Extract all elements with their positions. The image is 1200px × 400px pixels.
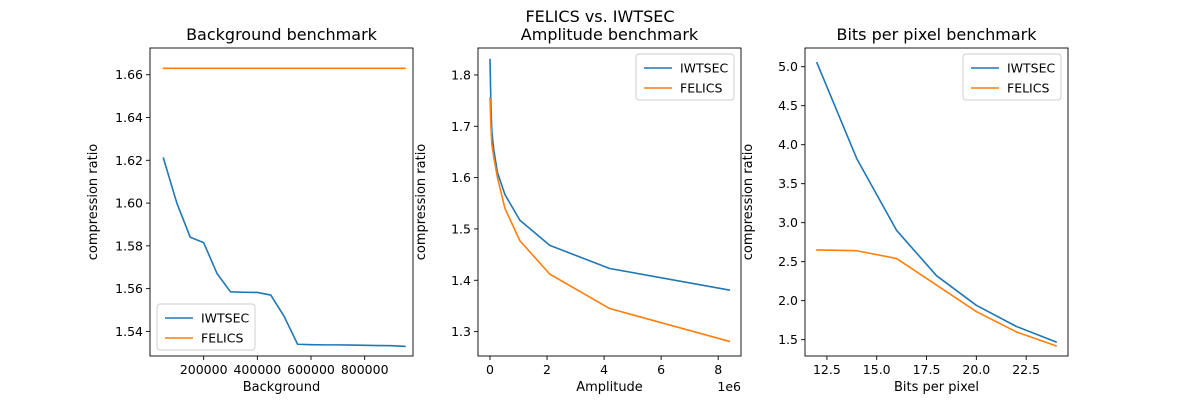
legend-label-felics: FELICS [680, 81, 722, 96]
y-tick-label: 1.64 [115, 110, 143, 125]
x-tick-label: 2 [543, 362, 551, 377]
subplot-3: Bits per pixel benchmark 12.5 15.0 17.5 20.0… [741, 25, 1069, 395]
y-tick-label: 1.58 [115, 238, 143, 253]
y-tick-label: 4.0 [778, 137, 798, 152]
series-line-iwtsec [162, 157, 406, 348]
legend: IWTSEC FELICS [156, 303, 256, 351]
subplot-title: Amplitude benchmark [521, 25, 699, 44]
x-tick-label: 15.0 [863, 362, 891, 377]
y-tick-label: 1.56 [115, 281, 143, 296]
y-tick-label: 3.0 [778, 215, 798, 230]
series-line-felics [489, 97, 731, 343]
y-tick-label: 1.6 [451, 170, 471, 185]
series-line-felics [816, 249, 1058, 347]
legend-label-felics: FELICS [1007, 81, 1049, 96]
y-tick-label: 4.5 [778, 98, 798, 113]
y-tick-label: 1.5 [778, 332, 798, 347]
x-tick-label: 20.0 [962, 362, 990, 377]
y-tick-label: 1.66 [115, 67, 143, 82]
y-tick-label: 1.62 [115, 153, 143, 168]
axes-frame [149, 47, 414, 357]
x-axis-label: Bits per pixel [894, 380, 979, 395]
x-tick-label: 4 [600, 362, 608, 377]
x-tick-label: 17.5 [913, 362, 941, 377]
x-tick-label: 22.5 [1012, 362, 1040, 377]
y-tick-label: 1.54 [115, 324, 143, 339]
legend: IWTSEC FELICS [635, 53, 735, 101]
y-tick-label: 1.7 [451, 119, 471, 134]
legend-label-iwtsec: IWTSEC [680, 61, 729, 76]
legend-label-felics: FELICS [201, 331, 243, 346]
x-tick-label: 800000 [341, 362, 389, 377]
x-tick-label: 200000 [180, 362, 228, 377]
y-tick-label: 3.5 [778, 176, 798, 191]
y-axis-label: compression ratio [86, 144, 101, 261]
subplot-2: Amplitude benchmark 0 2 4 6 8 1.3 1.4 1.5 1.6 1.7 1… [414, 25, 742, 395]
legend-label-iwtsec: IWTSEC [201, 311, 250, 326]
series-line-iwtsec [815, 61, 1058, 343]
y-tick-label: 1.3 [451, 324, 471, 339]
x-tick-label: 6 [657, 362, 665, 377]
y-tick-label: 1.5 [451, 221, 471, 236]
x-tick-label: 400000 [233, 362, 281, 377]
y-tick-label: 1.4 [451, 273, 471, 288]
y-tick-label: 2.0 [778, 293, 798, 308]
y-tick-label: 1.60 [115, 196, 143, 211]
legend-label-iwtsec: IWTSEC [1007, 61, 1056, 76]
x-tick-label: 8 [714, 362, 722, 377]
subplot-1: Background benchmark 200000 400000 600000 80… [86, 25, 414, 395]
x-axis-label: Amplitude [576, 380, 643, 395]
figure-suptitle: FELICS vs. IWTSEC [525, 7, 674, 26]
legend: IWTSEC FELICS [962, 53, 1062, 101]
x-tick-label: 600000 [287, 362, 335, 377]
subplot-title: Background benchmark [186, 25, 378, 44]
x-offset-label: 1e6 [717, 379, 741, 394]
axes-frame [804, 47, 1069, 357]
subplot-title: Bits per pixel benchmark [836, 25, 1037, 44]
axes-frame [477, 47, 742, 357]
x-tick-label: 12.5 [813, 362, 841, 377]
x-axis-label: Background [243, 380, 321, 395]
y-axis-label: compression ratio [414, 144, 429, 261]
x-tick-label: 0 [486, 362, 494, 377]
y-tick-label: 1.8 [451, 67, 471, 82]
y-axis-label: compression ratio [741, 144, 756, 261]
y-tick-label: 2.5 [778, 254, 798, 269]
y-tick-label: 5.0 [778, 59, 798, 74]
